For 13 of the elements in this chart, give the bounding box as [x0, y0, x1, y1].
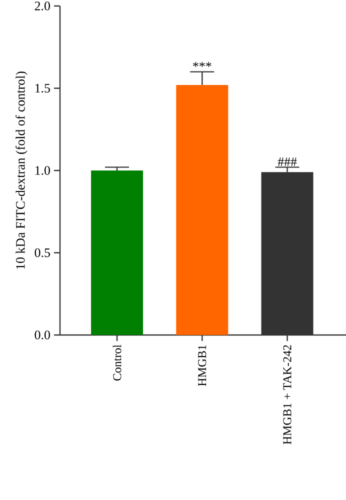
y-tick-label: 2.0: [34, 2, 50, 10]
annotation: ###: [278, 158, 297, 166]
bar: [91, 170, 144, 335]
y-tick-label: 1.0: [35, 166, 50, 175]
y-tick-label: 1.5: [35, 84, 50, 93]
bar: [176, 84, 228, 335]
y-tick-label: 0.0: [34, 330, 50, 340]
y-axis-title: 10 kDa FITC-dextran (fold of control): [16, 72, 28, 269]
y-tick-label: 0.5: [34, 248, 50, 258]
annotation: ***: [193, 62, 212, 67]
x-tick-label: Control: [112, 344, 122, 381]
x-tick-label: HMGB1 + TAK-242: [283, 345, 292, 444]
x-tick-label: HMGB1: [198, 345, 206, 386]
